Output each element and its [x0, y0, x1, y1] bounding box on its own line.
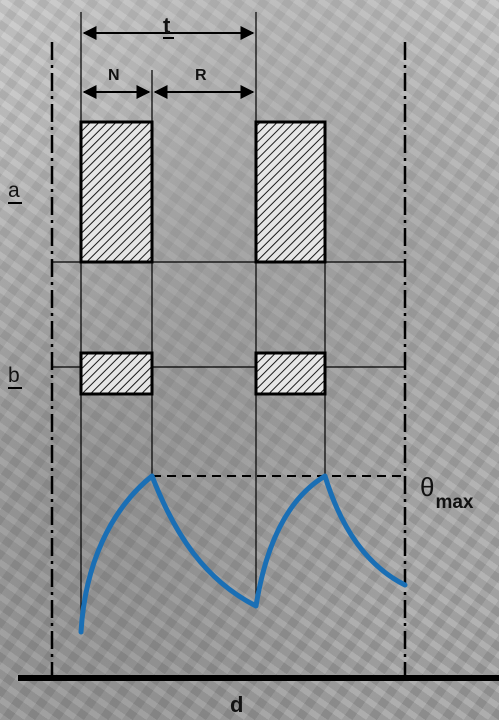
- time-axis-label: d: [230, 692, 243, 717]
- load-level-label: a: [8, 179, 20, 202]
- loss-block-2: [254, 351, 327, 396]
- loss-level-label: b: [8, 364, 20, 387]
- max-subscript: max: [435, 492, 473, 513]
- theta-symbol: θ: [420, 472, 434, 502]
- load-block-2: [254, 120, 327, 264]
- on-time-label: N: [108, 67, 120, 84]
- temperature-curve: [78, 473, 408, 635]
- period-label: t: [163, 13, 171, 38]
- rest-time-label: R: [195, 67, 207, 84]
- max-temperature-label: θmax: [420, 472, 474, 513]
- loss-block-1: [79, 351, 154, 396]
- load-block-1: [79, 120, 154, 264]
